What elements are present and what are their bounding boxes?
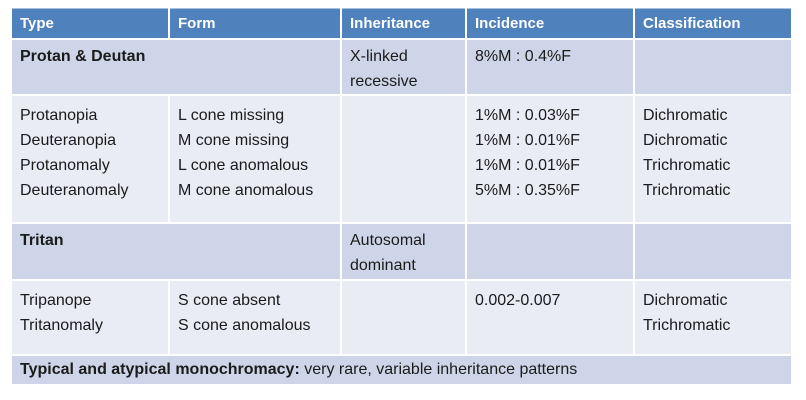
cell-line: Trichromatic bbox=[643, 157, 731, 174]
tritan-band-row: Tritan Autosomal dominant bbox=[12, 224, 791, 279]
cell-line: 5%M : 0.35%F bbox=[475, 182, 580, 199]
footer-row: Typical and atypical monochromacy: very … bbox=[12, 356, 791, 384]
cell-line: Tripanope bbox=[20, 292, 92, 309]
cell-line: Trichromatic bbox=[643, 317, 731, 334]
header-cell-form: Form bbox=[170, 8, 340, 38]
header-cell-classification: Classification bbox=[635, 8, 791, 38]
cell-line: 1%M : 0.01%F bbox=[475, 132, 580, 149]
cell-line: Protanopia bbox=[20, 107, 98, 124]
tritan-detail-row: Tripanope Tritanomaly S cone absent S co… bbox=[12, 281, 791, 354]
protan-detail-inheritance-cell bbox=[342, 96, 465, 222]
tritan-type-cell: Tripanope Tritanomaly bbox=[12, 281, 168, 354]
protan-title-cell: Protan & Deutan bbox=[12, 40, 340, 94]
protan-incidence-cell: 8%M : 0.4%F bbox=[467, 40, 633, 94]
protan-band-row: Protan & Deutan X-linked recessive 8%M :… bbox=[12, 40, 791, 94]
cell-line: Protanomaly bbox=[20, 157, 110, 174]
header-cell-type: Type bbox=[12, 8, 168, 38]
header-cell-inheritance: Inheritance bbox=[342, 8, 465, 38]
cell-line: Trichromatic bbox=[643, 182, 731, 199]
header-cell-incidence: Incidence bbox=[467, 8, 633, 38]
cell-line: 1%M : 0.03%F bbox=[475, 107, 580, 124]
protan-detail-classification-cell: Dichromatic Dichromatic Trichromatic Tri… bbox=[635, 96, 791, 222]
protan-inheritance-cell: X-linked recessive bbox=[342, 40, 465, 94]
cell-line: L cone missing bbox=[178, 107, 285, 124]
cell-line bbox=[475, 313, 629, 338]
protan-classification-cell bbox=[635, 40, 791, 94]
cell-line: Dichromatic bbox=[643, 132, 728, 149]
tritan-classification-cell bbox=[635, 224, 791, 279]
cell-line: 0.002-0.007 bbox=[475, 292, 561, 309]
tritan-detail-incidence-cell: 0.002-0.007 bbox=[467, 281, 633, 354]
tritan-title-cell: Tritan bbox=[12, 224, 340, 279]
cell-line: S cone anomalous bbox=[178, 317, 311, 334]
tritan-form-cell: S cone absent S cone anomalous bbox=[170, 281, 340, 354]
protan-type-cell: Protanopia Deuteranopia Protanomaly Deut… bbox=[12, 96, 168, 222]
cell-line: Deuteranopia bbox=[20, 132, 117, 149]
cell-line: Dichromatic bbox=[643, 292, 728, 309]
tritan-detail-inheritance-cell bbox=[342, 281, 465, 354]
cell-line: Tritanomaly bbox=[20, 317, 103, 334]
cell-line: M cone anomalous bbox=[178, 182, 314, 199]
monochromacy-note-bold: Typical and atypical monochromacy: bbox=[20, 361, 300, 378]
color-vision-deficiency-table: Type Form Inheritance Incidence Classifi… bbox=[10, 6, 793, 386]
protan-detail-row: Protanopia Deuteranopia Protanomaly Deut… bbox=[12, 96, 791, 222]
tritan-inheritance-cell: Autosomal dominant bbox=[342, 224, 465, 279]
cell-line: L cone anomalous bbox=[178, 157, 309, 174]
tritan-detail-classification-cell: Dichromatic Trichromatic bbox=[635, 281, 791, 354]
tritan-incidence-cell bbox=[467, 224, 633, 279]
monochromacy-note-cell: Typical and atypical monochromacy: very … bbox=[12, 356, 791, 384]
cell-line: S cone absent bbox=[178, 292, 281, 309]
protan-detail-incidence-cell: 1%M : 0.03%F 1%M : 0.01%F 1%M : 0.01%F 5… bbox=[467, 96, 633, 222]
protan-form-cell: L cone missing M cone missing L cone ano… bbox=[170, 96, 340, 222]
cell-line: Dichromatic bbox=[643, 107, 728, 124]
cell-line: M cone missing bbox=[178, 132, 290, 149]
cell-line: 1%M : 0.01%F bbox=[475, 157, 580, 174]
header-row: Type Form Inheritance Incidence Classifi… bbox=[12, 8, 791, 38]
monochromacy-note-rest: very rare, variable inheritance patterns bbox=[299, 361, 578, 378]
cell-line: Deuteranomaly bbox=[20, 182, 129, 199]
